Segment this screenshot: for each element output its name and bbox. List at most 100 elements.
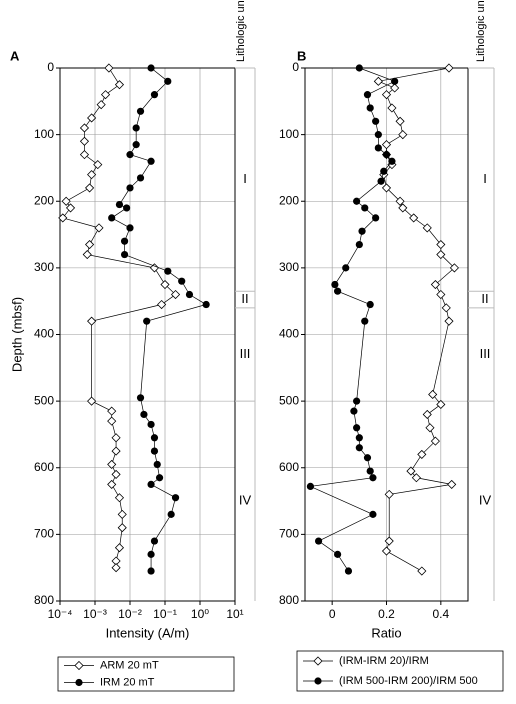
marker xyxy=(150,537,159,545)
marker xyxy=(87,170,97,180)
marker xyxy=(425,423,435,433)
marker xyxy=(409,213,419,223)
marker xyxy=(160,279,170,290)
marker xyxy=(147,157,155,165)
marker xyxy=(132,124,140,132)
marker xyxy=(185,290,194,299)
unit-label: III xyxy=(240,346,251,361)
marker xyxy=(306,482,315,491)
legend-box xyxy=(57,656,235,692)
legend-label: ARM 20 mT xyxy=(100,659,159,671)
marker xyxy=(140,410,148,419)
marker xyxy=(353,197,361,205)
x-tick-label: 10⁻⁴ xyxy=(48,607,73,621)
marker xyxy=(313,656,323,666)
marker xyxy=(387,103,397,113)
y-tick-label: 100 xyxy=(34,127,54,141)
marker xyxy=(157,299,167,310)
x-axis-label: Intensity (A/m) xyxy=(106,625,190,640)
marker xyxy=(417,449,427,459)
marker xyxy=(126,184,134,192)
marker xyxy=(126,151,134,159)
marker xyxy=(314,537,323,545)
marker xyxy=(331,280,339,289)
marker xyxy=(382,151,391,159)
y-tick-label: 500 xyxy=(279,393,299,407)
marker xyxy=(111,433,121,443)
unit-label: I xyxy=(483,171,487,186)
marker xyxy=(155,474,164,482)
x-tick-label: 10¹ xyxy=(226,607,243,621)
marker xyxy=(136,107,145,115)
marker xyxy=(344,567,353,575)
marker xyxy=(441,303,451,313)
marker xyxy=(82,249,92,260)
unit-label: IV xyxy=(479,493,492,508)
marker xyxy=(428,389,438,400)
marker xyxy=(115,200,124,209)
marker xyxy=(164,77,172,85)
marker xyxy=(79,123,90,133)
x-tick-label: 0.4 xyxy=(432,607,449,621)
marker xyxy=(111,469,121,479)
marker xyxy=(74,660,84,671)
marker xyxy=(350,407,358,415)
marker xyxy=(377,177,385,185)
y-tick-label: 700 xyxy=(34,527,54,541)
unit-label: I xyxy=(243,171,247,186)
marker xyxy=(342,264,350,272)
marker xyxy=(85,239,95,250)
marker xyxy=(61,196,71,206)
y-tick-label: 600 xyxy=(279,460,299,474)
marker xyxy=(372,117,380,125)
marker xyxy=(406,466,416,476)
marker xyxy=(381,140,392,150)
series-line xyxy=(111,67,208,572)
y-tick-label: 200 xyxy=(279,193,299,207)
marker xyxy=(366,300,374,309)
x-tick-label: 10⁰ xyxy=(191,607,209,621)
marker xyxy=(449,263,459,273)
marker xyxy=(170,289,181,300)
marker xyxy=(366,467,374,475)
marker xyxy=(334,287,342,295)
legend-label: IRM 20 mT xyxy=(100,676,155,688)
x-tick-label: 10⁻³ xyxy=(83,607,107,621)
marker xyxy=(94,223,104,233)
y-tick-label: 200 xyxy=(34,193,54,207)
marker xyxy=(366,104,374,112)
marker xyxy=(153,460,161,469)
marker xyxy=(65,203,76,213)
marker xyxy=(430,279,440,290)
marker xyxy=(353,424,361,432)
marker xyxy=(147,64,155,72)
marker xyxy=(178,277,186,285)
panel-label: A xyxy=(10,48,20,63)
marker xyxy=(117,509,127,519)
marker xyxy=(202,300,210,309)
marker xyxy=(363,454,372,462)
marker xyxy=(147,480,155,489)
marker xyxy=(430,436,440,446)
y-tick-label: 500 xyxy=(34,393,54,407)
unit-label: III xyxy=(480,346,491,361)
marker xyxy=(369,474,377,482)
y-tick-label: 400 xyxy=(34,327,54,341)
marker xyxy=(436,239,446,250)
panel-label: B xyxy=(297,48,306,63)
marker xyxy=(444,63,454,73)
marker xyxy=(108,214,116,222)
marker xyxy=(381,546,392,556)
units-title: Lithologic units xyxy=(475,0,487,62)
y-tick-label: 0 xyxy=(292,60,299,74)
marker xyxy=(373,76,383,86)
marker xyxy=(96,100,106,110)
marker xyxy=(398,203,408,213)
marker xyxy=(107,406,117,416)
marker xyxy=(87,316,97,326)
marker xyxy=(361,317,369,325)
legend-label: (IRM-IRM 20)/IRM xyxy=(339,655,429,667)
marker xyxy=(87,113,97,123)
marker xyxy=(314,677,322,685)
